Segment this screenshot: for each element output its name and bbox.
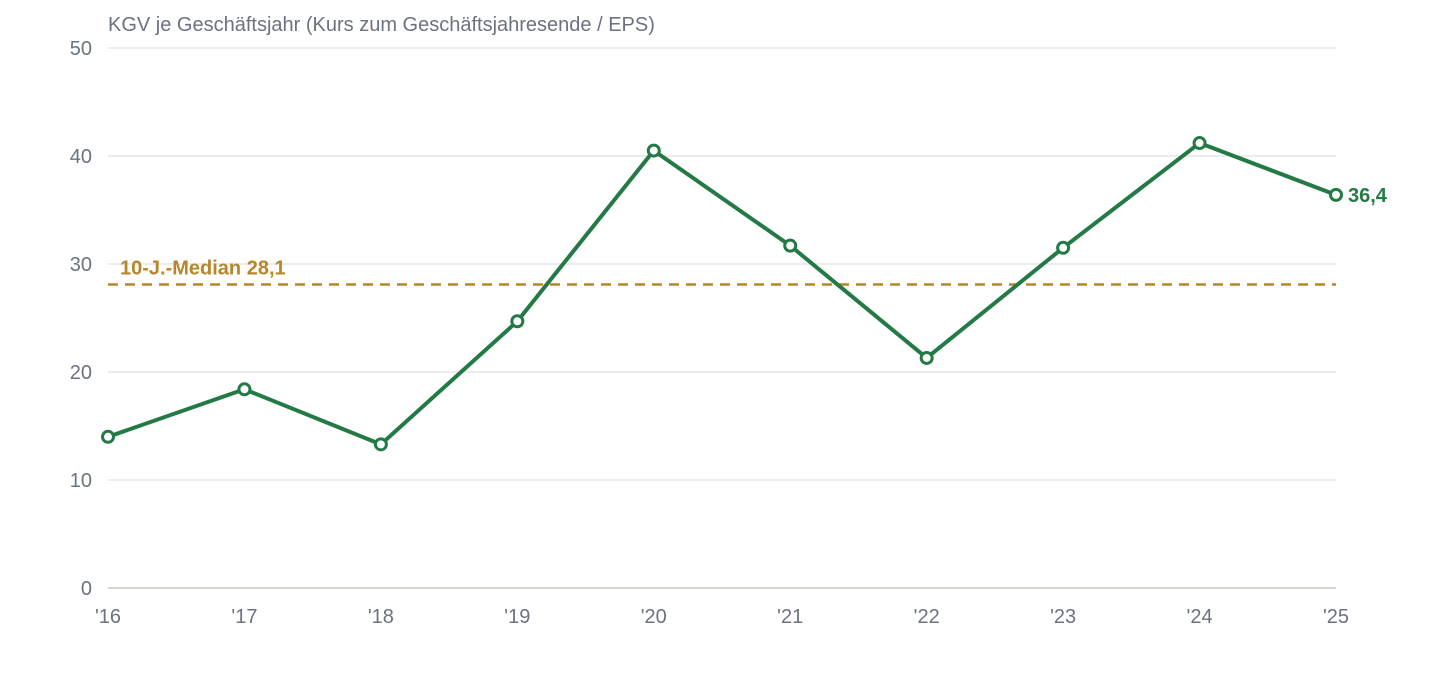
x-axis-ticks: '16 '17 '18 '19 '20 '21 '22 '23 '24 '25 — [95, 606, 1349, 628]
last-value-label: 36,4 — [1348, 185, 1388, 207]
data-point — [1329, 187, 1343, 202]
gridlines — [108, 47, 1336, 589]
x-tick-label: '18 — [368, 606, 394, 628]
y-tick-label: 10 — [70, 470, 92, 492]
data-point — [1192, 136, 1207, 151]
x-tick-label: '25 — [1323, 606, 1349, 628]
x-tick-label: '19 — [504, 606, 530, 628]
x-tick-label: '24 — [1187, 606, 1213, 628]
data-point — [783, 238, 798, 253]
series-line — [106, 141, 1338, 447]
x-tick-label: '22 — [914, 606, 940, 628]
x-tick-label: '17 — [231, 606, 257, 628]
x-tick-label: '20 — [641, 606, 667, 628]
median-label: 10-J.-Median 28,1 — [120, 258, 286, 280]
data-point — [510, 314, 525, 329]
data-point — [237, 382, 252, 397]
y-tick-label: 20 — [70, 362, 92, 384]
x-tick-label: '21 — [777, 606, 803, 628]
data-point — [101, 429, 115, 444]
y-tick-label: 50 — [70, 38, 92, 60]
y-tick-label: 0 — [81, 578, 92, 600]
data-point — [646, 143, 661, 158]
data-point — [373, 437, 388, 452]
y-axis-ticks: 0 10 20 30 40 50 — [70, 38, 92, 600]
data-point — [1056, 240, 1071, 255]
x-tick-label: '16 — [95, 606, 121, 628]
y-tick-label: 30 — [70, 254, 92, 276]
data-points — [101, 136, 1343, 452]
y-tick-label: 40 — [70, 146, 92, 168]
data-point — [919, 350, 934, 365]
x-tick-label: '23 — [1050, 606, 1076, 628]
chart-title: KGV je Geschäftsjahr (Kurs zum Geschäfts… — [108, 14, 655, 36]
